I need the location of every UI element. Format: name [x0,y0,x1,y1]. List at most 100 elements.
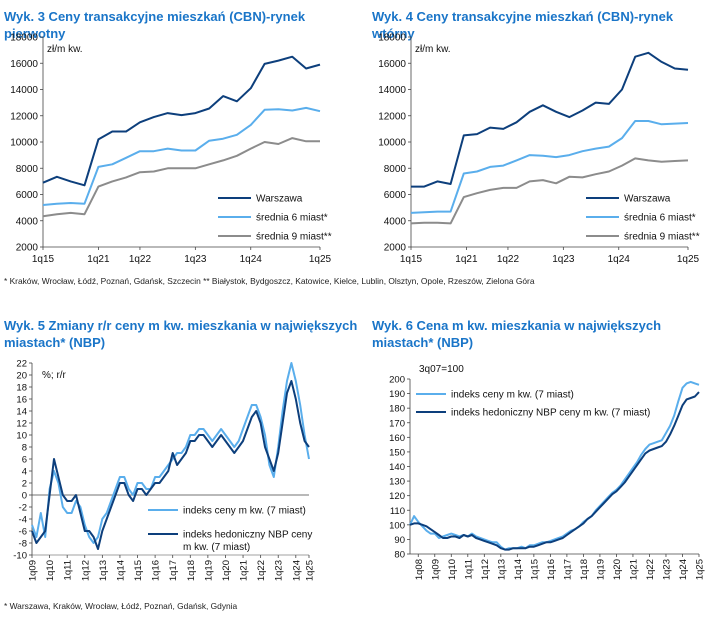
wyk5-xtick-label: 1q20 [221,560,232,581]
wyk3-ytick-label: 18000 [10,33,38,44]
wyk6-xtick-label: 1q11 [463,559,474,579]
wyk6-ytick-label: 190 [389,389,405,400]
wyk3-ytick-label: 14000 [10,85,38,96]
chart-title-wyk6: Wyk. 6 Cena m kw. mieszkania w największ… [372,318,662,350]
footnote-top: * Kraków, Wrocław, Łódź, Poznań, Gdańsk,… [4,276,535,286]
wyk5-legend-label-1-cont: m kw. (7 miast) [183,542,250,553]
wyk3-xtick-label: 1q21 [87,254,110,265]
wyk6-legend-label-1: indeks hedoniczny NBP ceny m kw. (7 mias… [451,408,650,419]
wyk3-series-line-0 [42,55,321,187]
wyk6-xtick-label: 1q25 [695,559,706,580]
chart-title-wyk4: Wyk. 4 Ceny transakcyjne mieszkań (CBN)-… [372,9,674,41]
wyk5-xtick-label: 1q19 [203,560,214,581]
wyk6-xtick-label: 1q10 [447,559,458,580]
wyk3-series-line-2 [42,137,320,218]
wyk5-legend-label-0: indeks ceny m kw. (7 miast) [183,506,306,517]
wyk4-xtick-label: 1q24 [608,254,631,265]
wyk6-ytick-label: 140 [389,462,405,473]
wyk3-ytick-label: 2000 [16,243,39,254]
wyk6-ytick-label: 150 [389,447,405,458]
wyk6-ytick-label: 110 [390,506,405,517]
wyk4-series-line-1 [410,120,689,214]
wyk3-xtick-label: 1q25 [309,254,332,265]
wyk5-unit-label: %; r/r [42,370,67,381]
wyk4-ytick-label: 16000 [378,59,406,70]
wyk6-ytick-label: 180 [389,404,405,415]
wyk6-xtick-label: 1q12 [480,559,491,580]
wyk5-xtick-label: 1q23 [274,560,285,581]
wyk6-series-line-0 [409,380,700,551]
wyk3-ytick-label: 6000 [16,190,39,201]
wyk5-ytick-label: -8 [19,539,27,550]
wyk5-ytick-label: 16 [16,395,27,406]
wyk4-ytick-label: 4000 [384,216,407,227]
wyk5-ytick-label: 22 [16,359,27,370]
wyk4-legend-label-1: średnia 6 miast* [624,213,696,224]
wyk3-ytick-label: 16000 [10,59,38,70]
wyk4-ytick-label: 2000 [384,243,407,254]
wyk5-ytick-label: 10 [16,431,27,442]
wyk4-xtick-label: 1q25 [677,254,700,265]
wyk4-xtick-label: 1q15 [400,254,423,265]
wyk6-xtick-label: 1q09 [430,559,441,580]
wyk6-legend-label-0: indeks ceny m kw. (7 miast) [451,390,574,401]
wyk5-ytick-label: 2 [22,479,27,490]
wyk6-xtick-label: 1q17 [562,559,573,580]
wyk3-legend-label-2: średnia 9 miast** [256,232,332,243]
wyk5-series-line-1 [31,380,310,550]
wyk6-unit-label: 3q07=100 [419,364,464,375]
wyk4-xtick-label: 1q22 [497,254,520,265]
wyk5-legend-label-1: indeks hedoniczny NBP ceny [183,530,312,541]
wyk5-ytick-label: -2 [19,503,27,514]
wyk6-xtick-label: 1q15 [529,559,540,580]
wyk4-ytick-label: 6000 [384,190,407,201]
wyk4-series-line-2 [410,157,689,225]
wyk5-xtick-label: 1q18 [186,560,197,581]
wyk5-xtick-label: 1q11 [63,560,74,580]
wyk5-xtick-label: 1q09 [28,560,39,581]
wyk5-xtick-label: 1q13 [98,560,109,581]
wyk4-legend-label-0: Warszawa [624,194,671,205]
wyk4-ytick-label: 18000 [378,33,406,44]
wyk5-ytick-label: 12 [16,419,27,430]
wyk5-ytick-label: 4 [22,467,27,478]
wyk6-ytick-label: 200 [389,375,405,386]
chart-title-wyk5: Wyk. 5 Zmiany r/r ceny m kw. mieszkania … [4,318,358,350]
wyk6-ytick-label: 160 [389,433,405,444]
wyk6-xtick-label: 1q16 [546,559,557,580]
wyk5-xtick-label: 1q17 [168,560,179,581]
wyk4-series-line-0 [411,51,689,188]
wyk3-xtick-label: 1q24 [240,254,263,265]
wyk6-xtick-label: 1q14 [513,559,524,580]
wyk4-unit-label: zł/m kw. [415,44,451,55]
wyk4-ytick-label: 8000 [384,164,407,175]
footnote-bottom: * Warszawa, Kraków, Wrocław, Łódź, Pozna… [4,601,238,611]
wyk5-ytick-label: -10 [13,551,27,562]
wyk3-xtick-label: 1q23 [184,254,207,265]
wyk6-ytick-label: 120 [389,491,405,502]
wyk6-xtick-label: 1q22 [645,559,656,580]
wyk3-ytick-label: 8000 [16,164,39,175]
wyk5-ytick-label: 6 [22,455,27,466]
wyk5-ytick-label: 0 [22,491,27,502]
wyk4-xtick-label: 1q23 [552,254,575,265]
wyk6-ytick-label: 80 [394,550,405,561]
wyk5-ytick-label: 8 [22,443,27,454]
wyk5-xtick-label: 1q15 [133,560,144,581]
wyk5-xtick-label: 1q25 [305,560,316,581]
wyk4-ytick-label: 10000 [378,138,406,149]
wyk5-xtick-label: 1q10 [45,560,56,581]
wyk6-xtick-label: 1q18 [579,559,590,580]
wyk3-ytick-label: 4000 [16,216,39,227]
wyk4-xtick-label: 1q21 [455,254,478,265]
wyk3-xtick-label: 1q22 [129,254,152,265]
wyk6-ytick-label: 170 [389,418,405,429]
wyk6-ytick-label: 90 [394,535,405,546]
wyk6-xtick-label: 1q23 [661,559,672,580]
wyk3-unit-label: zł/m kw. [47,44,83,55]
wyk3-ytick-label: 12000 [10,111,38,122]
wyk5-xtick-label: 1q16 [151,560,162,581]
wyk3-ytick-label: 10000 [10,138,38,149]
wyk6-xtick-label: 1q20 [612,559,623,580]
